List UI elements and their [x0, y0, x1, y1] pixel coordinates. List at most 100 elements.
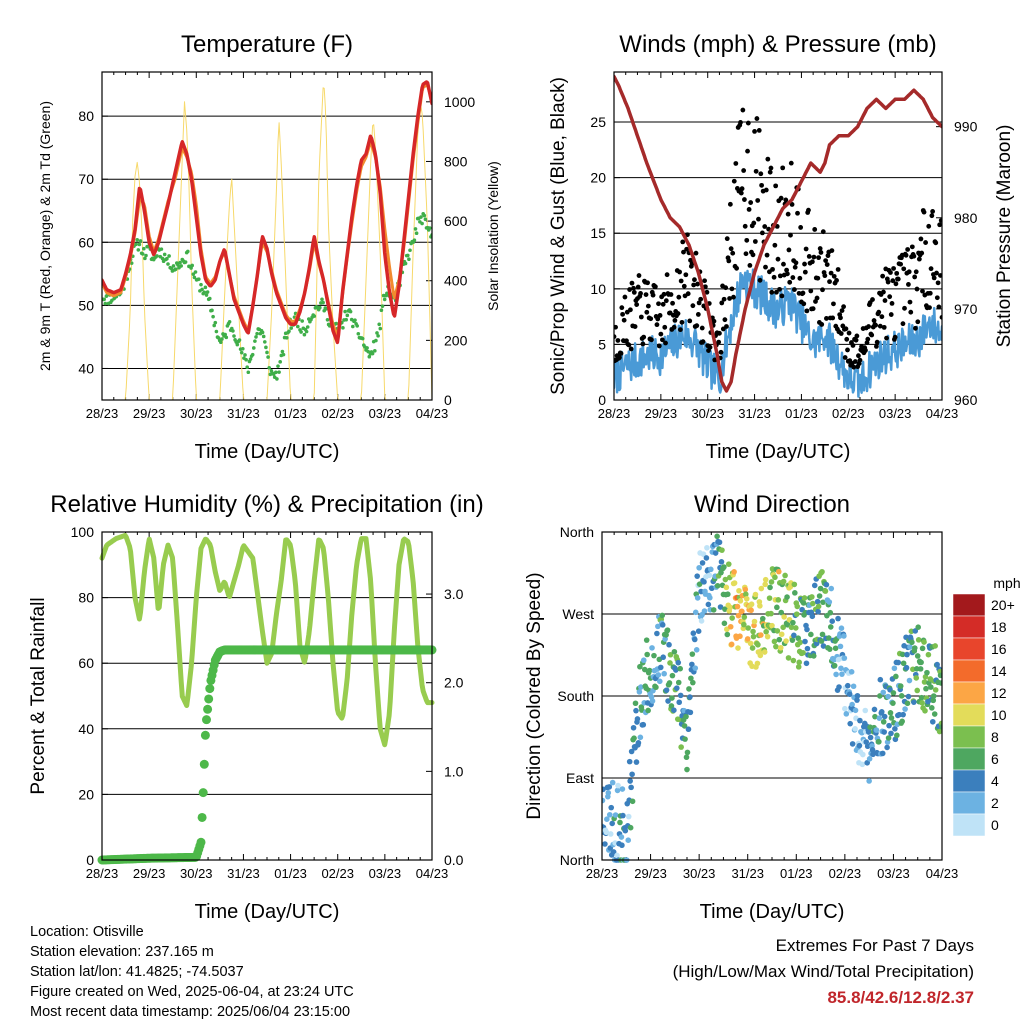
gust-point: [808, 288, 814, 294]
dewpoint-point: [205, 290, 210, 294]
gust-point: [812, 227, 818, 232]
gust-point: [655, 316, 661, 322]
gust-point: [756, 127, 762, 133]
gust-point: [681, 249, 686, 255]
gust-point: [734, 265, 740, 271]
direction-point: [687, 694, 693, 700]
direction-point: [755, 641, 761, 648]
x-axis-label: Time (Day/UTC): [195, 441, 340, 463]
gust-point: [830, 315, 836, 321]
direction-point: [931, 711, 938, 717]
gust-point: [834, 278, 839, 283]
dewpoint-point: [274, 370, 278, 375]
dewpoint-point: [235, 342, 240, 347]
x-tick-label: 03/23: [369, 406, 402, 421]
direction-point: [891, 665, 898, 672]
dewpoint-point: [190, 263, 194, 268]
gust-point: [615, 338, 621, 343]
gust-point: [738, 190, 744, 196]
gust-point: [692, 277, 697, 283]
direction-point: [819, 631, 826, 638]
direction-point: [929, 705, 935, 711]
direction-point: [766, 595, 773, 601]
dewpoint-point: [246, 370, 251, 375]
direction-point: [731, 580, 738, 586]
dewpoint-point: [134, 242, 138, 247]
gust-point: [624, 338, 629, 344]
dewpoint-point: [165, 256, 169, 261]
gust-point: [788, 232, 793, 238]
direction-point: [828, 585, 835, 592]
gust-point: [681, 283, 687, 289]
gust-point: [751, 220, 757, 226]
gust-point: [936, 304, 942, 310]
direction-point: [692, 665, 699, 671]
series-wind: [614, 268, 942, 398]
dewpoint-point: [203, 285, 208, 290]
direction-point: [918, 694, 925, 701]
direction-point: [793, 625, 799, 631]
direction-point: [640, 657, 647, 664]
direction-point: [776, 568, 782, 575]
direction-point: [689, 661, 695, 668]
direction-point: [777, 644, 784, 651]
legend-swatch: [952, 637, 986, 661]
gust-point: [881, 289, 886, 295]
direction-point: [705, 601, 712, 608]
direction-point: [819, 568, 825, 575]
recent-timestamp-text: Most recent data timestamp: 2025/06/04 2…: [30, 1004, 351, 1020]
gust-point: [817, 246, 823, 251]
dewpoint-point: [341, 326, 345, 330]
dewpoint-point: [200, 287, 204, 292]
direction-point: [778, 631, 785, 638]
elevation-text: Station elevation: 237.165 m: [30, 944, 214, 960]
dewpoint-point: [135, 237, 139, 242]
x-tick-label: 02/23: [832, 406, 865, 421]
dewpoint-point: [129, 261, 134, 265]
x-tick-label: 31/23: [227, 866, 260, 881]
direction-point: [703, 555, 710, 561]
direction-point: [748, 601, 755, 608]
gust-point: [757, 277, 763, 283]
gust-point: [622, 294, 628, 300]
y-tick-label: 70: [78, 171, 94, 187]
direction-point: [721, 564, 727, 570]
gust-point: [876, 309, 882, 315]
gust-point: [774, 289, 779, 295]
direction-point: [869, 747, 876, 753]
gust-point: [793, 260, 799, 266]
direction-point: [917, 666, 924, 672]
direction-point: [708, 585, 715, 592]
direction-point: [641, 666, 648, 673]
gust-point: [854, 333, 860, 339]
direction-point: [811, 582, 818, 589]
dewpoint-point: [407, 257, 411, 262]
direction-point: [677, 692, 684, 699]
direction-point: [818, 638, 825, 644]
gust-point: [815, 275, 821, 281]
gust-point: [906, 269, 912, 275]
rainfall-point: [198, 788, 208, 798]
gust-point: [712, 357, 718, 363]
direction-point: [795, 635, 802, 642]
legend-label: 2: [991, 795, 999, 811]
gust-point: [742, 223, 748, 229]
y2-tick-label: 0.0: [444, 852, 464, 868]
direction-point: [922, 707, 928, 714]
direction-point: [619, 842, 625, 849]
x-axis-label: Time (Day/UTC): [700, 901, 845, 923]
plot-frame: [601, 531, 943, 861]
gust-point: [618, 351, 624, 356]
gust-point: [909, 244, 915, 250]
direction-point: [802, 638, 808, 645]
gust-point: [696, 300, 702, 306]
gust-point: [920, 288, 925, 294]
direction-point: [890, 690, 897, 696]
gust-point: [823, 258, 829, 263]
gust-point: [628, 307, 633, 313]
direction-point: [887, 710, 894, 716]
direction-point: [666, 680, 673, 686]
rainfall-point: [197, 812, 207, 822]
direction-point: [929, 718, 936, 725]
dewpoint-point: [186, 249, 190, 254]
